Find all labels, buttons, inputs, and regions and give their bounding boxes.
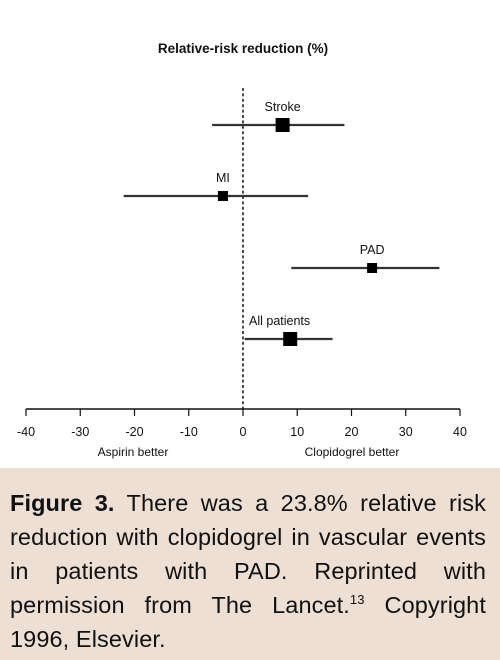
- x-tick-label: -30: [71, 425, 89, 439]
- x-tick-label: 0: [240, 425, 247, 439]
- x-tick-label: 40: [453, 425, 467, 439]
- point-estimate: [275, 118, 290, 132]
- row-label: PAD: [360, 243, 385, 257]
- row-label: Stroke: [265, 100, 301, 114]
- row-label: MI: [216, 171, 230, 185]
- forest-plot: Relative-risk reduction (%) -40 -30 -20 -10…: [16, 41, 467, 459]
- x-tick-label: -10: [180, 425, 198, 439]
- caption-reference-superscript: 13: [349, 592, 365, 608]
- chart-title: Relative-risk reduction (%): [158, 41, 328, 56]
- x-tick-label: 20: [345, 425, 359, 439]
- plot-layer: -40 -30 -20 -10 0 10 20 30 40 Stroke MI PAD All pati…: [17, 88, 467, 439]
- figure-caption: Figure 3. There was a 23.8% relative ris…: [0, 468, 500, 660]
- caption-copyright: Copyright 1996, Elsevier.: [10, 592, 486, 652]
- x-tick-label: 10: [290, 425, 304, 439]
- x-tick-label: -20: [125, 425, 143, 439]
- point-estimate: [367, 263, 378, 273]
- aspirin-better-label: Aspirin better: [98, 445, 169, 459]
- caption-text: Figure 3. There was a 23.8% relative ris…: [10, 486, 486, 656]
- row-label: All patients: [249, 314, 310, 328]
- forest-plot-svg: Relative-risk reduction (%) -40 -30 -20 -10…: [17, 41, 467, 459]
- caption-label: Figure 3.: [10, 490, 115, 516]
- x-tick-label: 30: [399, 425, 413, 439]
- point-estimate: [283, 332, 298, 346]
- point-estimate: [217, 191, 228, 201]
- clopidogrel-better-label: Clopidogrel better: [305, 445, 400, 459]
- caption-body: There was a 23.8% relative risk reductio…: [10, 490, 486, 618]
- x-tick-label: -40: [17, 425, 35, 439]
